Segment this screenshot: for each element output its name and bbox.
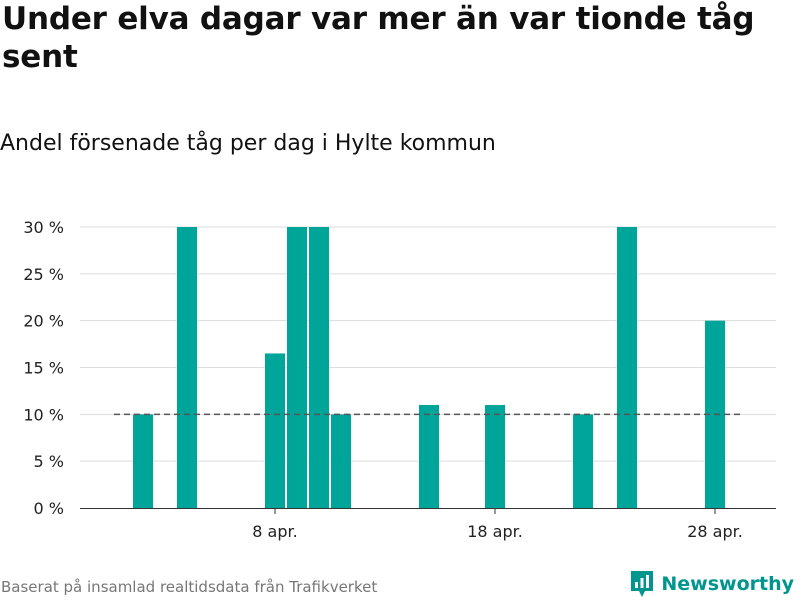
- bar: [287, 227, 307, 508]
- y-tick-label: 20 %: [23, 312, 64, 331]
- chart-subtitle: Andel försenade tåg per dag i Hylte komm…: [0, 131, 496, 156]
- bar: [419, 404, 439, 508]
- y-tick-label: 30 %: [23, 218, 64, 237]
- y-tick-label: 15 %: [23, 359, 64, 378]
- bar-chart: 0 % 5 % 10 % 15 % 20 % 25 % 30 % 8 apr. 18 apr. 2…: [23, 218, 776, 541]
- x-tick-label: 8 apr.: [252, 522, 297, 541]
- y-tick-label: 25 %: [23, 265, 64, 284]
- y-tick-label: 0 %: [34, 499, 64, 518]
- bar: [309, 227, 329, 508]
- brand-logo: Newsworthy: [629, 568, 794, 600]
- source-note: Baserat på insamlad realtidsdata från Tr…: [1, 578, 378, 596]
- bar: [177, 227, 197, 508]
- y-tick-label: 5 %: [34, 452, 64, 471]
- brand-name: Newsworthy: [661, 573, 794, 595]
- bar: [133, 414, 153, 508]
- bar: [617, 227, 637, 508]
- x-tick-label: 18 apr.: [467, 522, 523, 541]
- bar: [331, 414, 351, 508]
- bar: [573, 414, 593, 508]
- x-tick-label: 28 apr.: [687, 522, 743, 541]
- bar: [265, 353, 285, 508]
- chart-title: Under elva dagar var mer än var tionde t…: [2, 1, 755, 75]
- newsworthy-logo-icon: [631, 571, 654, 597]
- bar: [485, 404, 505, 508]
- y-tick-label: 10 %: [23, 405, 64, 424]
